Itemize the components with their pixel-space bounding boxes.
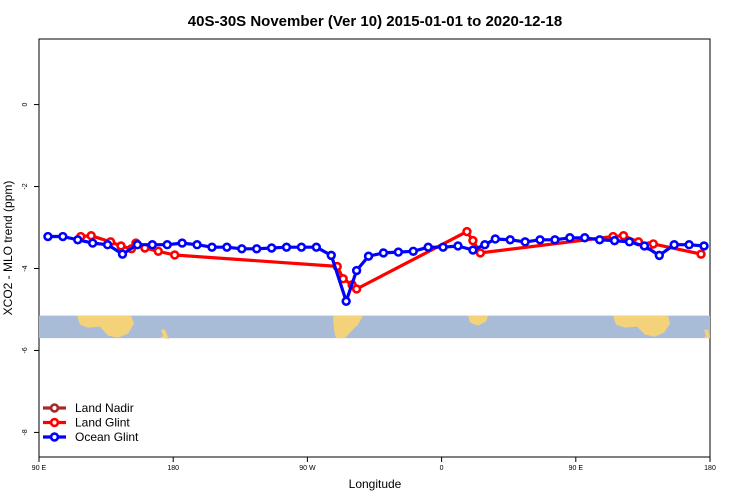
x-axis: 90 E 180 90 W 0 90 E 180 [32, 457, 716, 472]
data-point-ocean-glint [393, 247, 404, 257]
data-point-ocean-glint [296, 242, 307, 252]
series-layer [43, 226, 709, 306]
data-point-ocean-glint [87, 238, 98, 248]
data-point-ocean-glint [594, 235, 605, 245]
data-point-ocean-glint [102, 240, 113, 250]
land-new-zealand-1 [160, 329, 169, 340]
data-point-ocean-glint [550, 235, 560, 245]
world-map-band [39, 315, 710, 340]
data-point-ocean-glint [252, 244, 262, 254]
data-point-land-glint [648, 239, 659, 249]
data-point-ocean-glint [438, 242, 448, 252]
legend-label: Land Nadir [75, 401, 134, 415]
x-tick-label: 90 E [32, 465, 47, 472]
data-point-ocean-glint [311, 242, 322, 252]
data-point-land-glint [468, 235, 478, 246]
data-point-ocean-glint [132, 240, 143, 250]
land-new-zealand-2 [704, 329, 710, 339]
data-point-ocean-glint [624, 237, 635, 247]
data-point-ocean-glint [408, 246, 418, 256]
data-point-ocean-glint [58, 231, 68, 242]
legend-item-ocean-glint: Ocean Glint [43, 430, 139, 444]
land-australia-2 [613, 315, 670, 337]
legend-label: Ocean Glint [75, 430, 139, 444]
plot-frame [38, 38, 711, 458]
data-point-ocean-glint [684, 240, 694, 250]
data-point-ocean-glint [699, 241, 709, 251]
legend-item-land-glint: Land Glint [43, 416, 130, 430]
data-point-land-glint [475, 248, 486, 258]
y-tick-label: -4 [22, 265, 29, 271]
data-point-ocean-glint [147, 240, 158, 250]
chart-title: 40S-30S November (Ver 10) 2015-01-01 to … [188, 13, 562, 30]
data-point-ocean-glint [378, 248, 389, 258]
data-point-ocean-glint [73, 235, 83, 245]
data-point-land-glint [351, 284, 362, 294]
data-point-ocean-glint [192, 240, 202, 250]
legend-swatch-marker [49, 432, 60, 442]
legend-swatch-marker [49, 403, 60, 413]
x-tick-label: 90 E [569, 465, 584, 472]
data-point-ocean-glint [490, 234, 500, 244]
data-point-ocean-glint [654, 250, 665, 261]
data-point-ocean-glint [669, 240, 679, 250]
y-tick-label: -6 [22, 347, 29, 353]
legend-swatch-marker [49, 417, 60, 428]
legend-item-land-nadir: Land Nadir [43, 401, 134, 415]
data-point-ocean-glint [117, 249, 128, 259]
y-axis: 0 -2 -4 -6 -8 [22, 103, 39, 436]
land-australia-1 [77, 315, 134, 338]
data-point-ocean-glint [580, 233, 590, 243]
data-point-ocean-glint [480, 240, 490, 250]
x-axis-label: Longitude [349, 477, 402, 491]
data-point-ocean-glint [468, 245, 478, 255]
data-point-ocean-glint [341, 296, 351, 306]
data-point-ocean-glint [609, 235, 620, 246]
data-point-ocean-glint [237, 244, 247, 254]
land-africa [468, 315, 488, 326]
y-tick-label: -8 [22, 429, 29, 435]
data-point-ocean-glint [326, 250, 336, 261]
data-point-land-glint [116, 241, 126, 251]
data-point-ocean-glint [43, 231, 53, 242]
y-axis-label: XCO2 - MLO trend (ppm) [1, 181, 15, 316]
data-point-ocean-glint [266, 243, 277, 253]
data-point-ocean-glint [639, 241, 650, 251]
y-tick-label: -2 [22, 183, 29, 189]
data-point-ocean-glint [453, 241, 463, 251]
legend-label: Land Glint [75, 416, 130, 430]
data-point-ocean-glint [207, 242, 217, 252]
data-point-ocean-glint [281, 242, 292, 252]
data-point-ocean-glint [363, 251, 374, 261]
data-point-ocean-glint [222, 242, 232, 252]
data-point-land-glint [696, 249, 706, 259]
series-line-ocean-glint [47, 234, 705, 303]
data-point-land-glint [462, 226, 472, 237]
data-point-ocean-glint [351, 265, 362, 276]
x-tick-label: 180 [704, 465, 716, 472]
data-point-ocean-glint [565, 233, 575, 243]
data-point-ocean-glint [162, 240, 172, 250]
data-point-ocean-glint [535, 235, 545, 245]
data-point-land-glint [618, 231, 629, 241]
x-tick-label: 180 [167, 465, 179, 472]
y-tick-label: 0 [22, 103, 29, 107]
x-tick-label: 90 W [299, 465, 316, 472]
series-land-glint [76, 226, 706, 294]
x-tick-label: 0 [440, 465, 444, 472]
data-point-ocean-glint [505, 235, 515, 245]
data-point-land-glint [86, 231, 96, 241]
data-point-ocean-glint [177, 238, 187, 248]
data-point-land-glint [169, 250, 180, 260]
data-point-land-glint [153, 246, 163, 256]
data-point-ocean-glint [423, 242, 433, 252]
ocean-band [39, 315, 710, 339]
series-ocean-glint [43, 231, 709, 306]
data-point-ocean-glint [520, 237, 530, 247]
land-south-america [333, 315, 363, 339]
